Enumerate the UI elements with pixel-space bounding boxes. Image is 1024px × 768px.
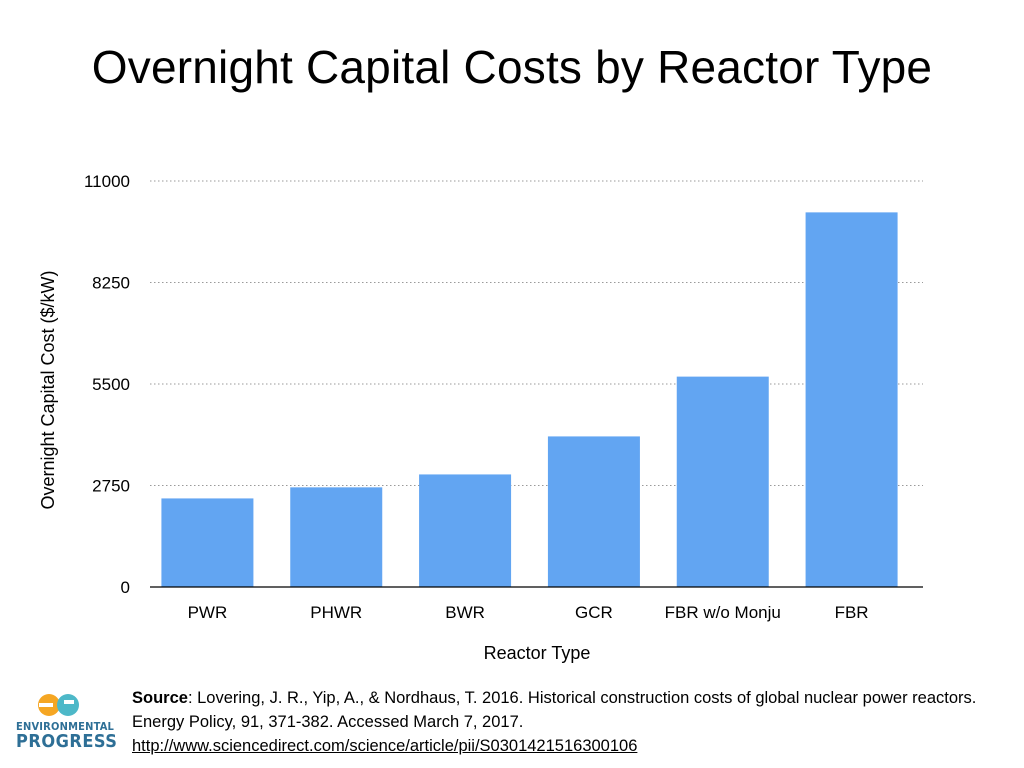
source-text: : Lovering, J. R., Yip, A., & Nordhaus, … bbox=[132, 689, 977, 731]
chart-title: Overnight Capital Costs by Reactor Type bbox=[91, 41, 933, 93]
source-label: Source bbox=[132, 689, 188, 707]
bar-gcr bbox=[547, 436, 640, 587]
bar-chart: 0 2750 5500 8250 11000 PWR PHWR BWR GCR FBR w/o M… bbox=[38, 172, 923, 663]
logo-text-line1: ENVIRONMENTAL bbox=[16, 720, 115, 733]
ep-logo-icon bbox=[38, 694, 79, 716]
x-tick-label: FBR bbox=[835, 603, 869, 622]
environmental-progress-logo: ENVIRONMENTAL PROGRESS bbox=[16, 690, 118, 754]
y-tick-label: 0 bbox=[121, 578, 130, 597]
x-tick-label: GCR bbox=[575, 603, 613, 622]
y-axis-title: Overnight Capital Cost ($/kW) bbox=[38, 270, 58, 509]
x-axis-title: Reactor Type bbox=[484, 643, 591, 663]
bar-fbr-w-o-monju bbox=[676, 376, 769, 587]
source-citation: Source: Lovering, J. R., Yip, A., & Nord… bbox=[132, 686, 1012, 758]
bar-fbr bbox=[805, 212, 898, 587]
y-tick-label: 11000 bbox=[84, 172, 130, 191]
bars bbox=[161, 212, 898, 587]
y-tick-label: 5500 bbox=[92, 375, 130, 394]
logo-text-line2: PROGRESS bbox=[16, 731, 118, 752]
gridlines bbox=[150, 180, 923, 486]
x-tick-label: BWR bbox=[445, 603, 485, 622]
source-link[interactable]: http://www.sciencedirect.com/science/art… bbox=[132, 737, 638, 755]
y-tick-label: 8250 bbox=[92, 274, 130, 293]
y-tick-label: 2750 bbox=[92, 477, 130, 496]
x-tick-label: PWR bbox=[188, 603, 228, 622]
bar-phwr bbox=[290, 487, 383, 587]
bar-pwr bbox=[161, 498, 254, 587]
bar-bwr bbox=[419, 474, 512, 587]
axis-labels: 0 2750 5500 8250 11000 PWR PHWR BWR GCR FBR w/o M… bbox=[84, 172, 869, 622]
x-tick-label: PHWR bbox=[310, 603, 362, 622]
x-tick-label: FBR w/o Monju bbox=[665, 603, 781, 622]
